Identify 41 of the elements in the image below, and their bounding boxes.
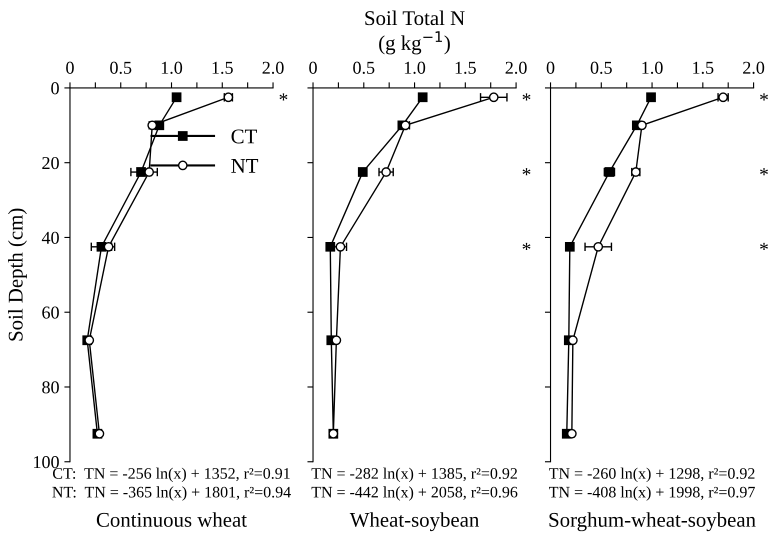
x-tick-label: 0 [309, 62, 317, 74]
x-tick-label: 1.0 [404, 62, 426, 74]
x-tick-label: 2.0 [262, 62, 284, 74]
text: * [280, 93, 288, 101]
y-tick-label: 60 [42, 306, 59, 319]
x-tick-label: 0.5 [590, 62, 612, 74]
text: TN = -282 ln(x) + 1385, r²=0.92 [312, 468, 517, 482]
text: * [522, 93, 530, 101]
text: CT: TN = -256 ln(x) + 1352, r²=0.91 [52, 468, 290, 482]
x-tick-label: 0.5 [110, 62, 132, 74]
text: Continuous wheat [96, 512, 247, 527]
x-tick-label: 1.5 [456, 62, 476, 74]
text: * [760, 168, 768, 176]
x-tick-label: 0 [546, 62, 554, 74]
legend-label: NT [231, 159, 258, 173]
text: NT: TN = -365 ln(x) + 1801, r²=0.94 [52, 486, 291, 501]
text: Sorghum-wheat-soybean [549, 512, 756, 532]
text: TN = -260 ln(x) + 1298, r²=0.92 [549, 468, 754, 482]
x-axis-title: Soil Total N (g kg$^{−1}$) [365, 10, 465, 54]
text: TN = -408 ln(x) + 1998, r²=0.97 [549, 486, 755, 501]
y-tick-label: 20 [42, 156, 59, 170]
text: * [522, 242, 530, 250]
y-tick-label: 80 [42, 381, 59, 394]
text: TN = -442 ln(x) + 2058, r²=0.96 [312, 486, 518, 501]
text: * [760, 242, 768, 250]
x-tick-label: 1.5 [693, 62, 714, 74]
x-tick-label: 1.0 [162, 62, 182, 74]
x-tick-label: 2.0 [743, 62, 764, 74]
legend-label: CT [232, 129, 257, 144]
text: Wheat-soybean [350, 512, 480, 532]
x-tick-label: 0.5 [353, 62, 374, 74]
y-tick-label: 40 [42, 232, 59, 244]
y-tick-label: 100 [34, 456, 59, 468]
text: * [760, 93, 768, 101]
x-tick-label: 1.0 [642, 62, 663, 74]
x-tick-label: 0 [66, 62, 74, 74]
y-tick-label: 0 [51, 82, 59, 94]
y-axis-title: Soil Depth (cm) [8, 208, 27, 341]
x-tick-label: 1.5 [212, 62, 233, 74]
text: * [522, 168, 530, 176]
x-tick-label: 2.0 [506, 62, 527, 74]
